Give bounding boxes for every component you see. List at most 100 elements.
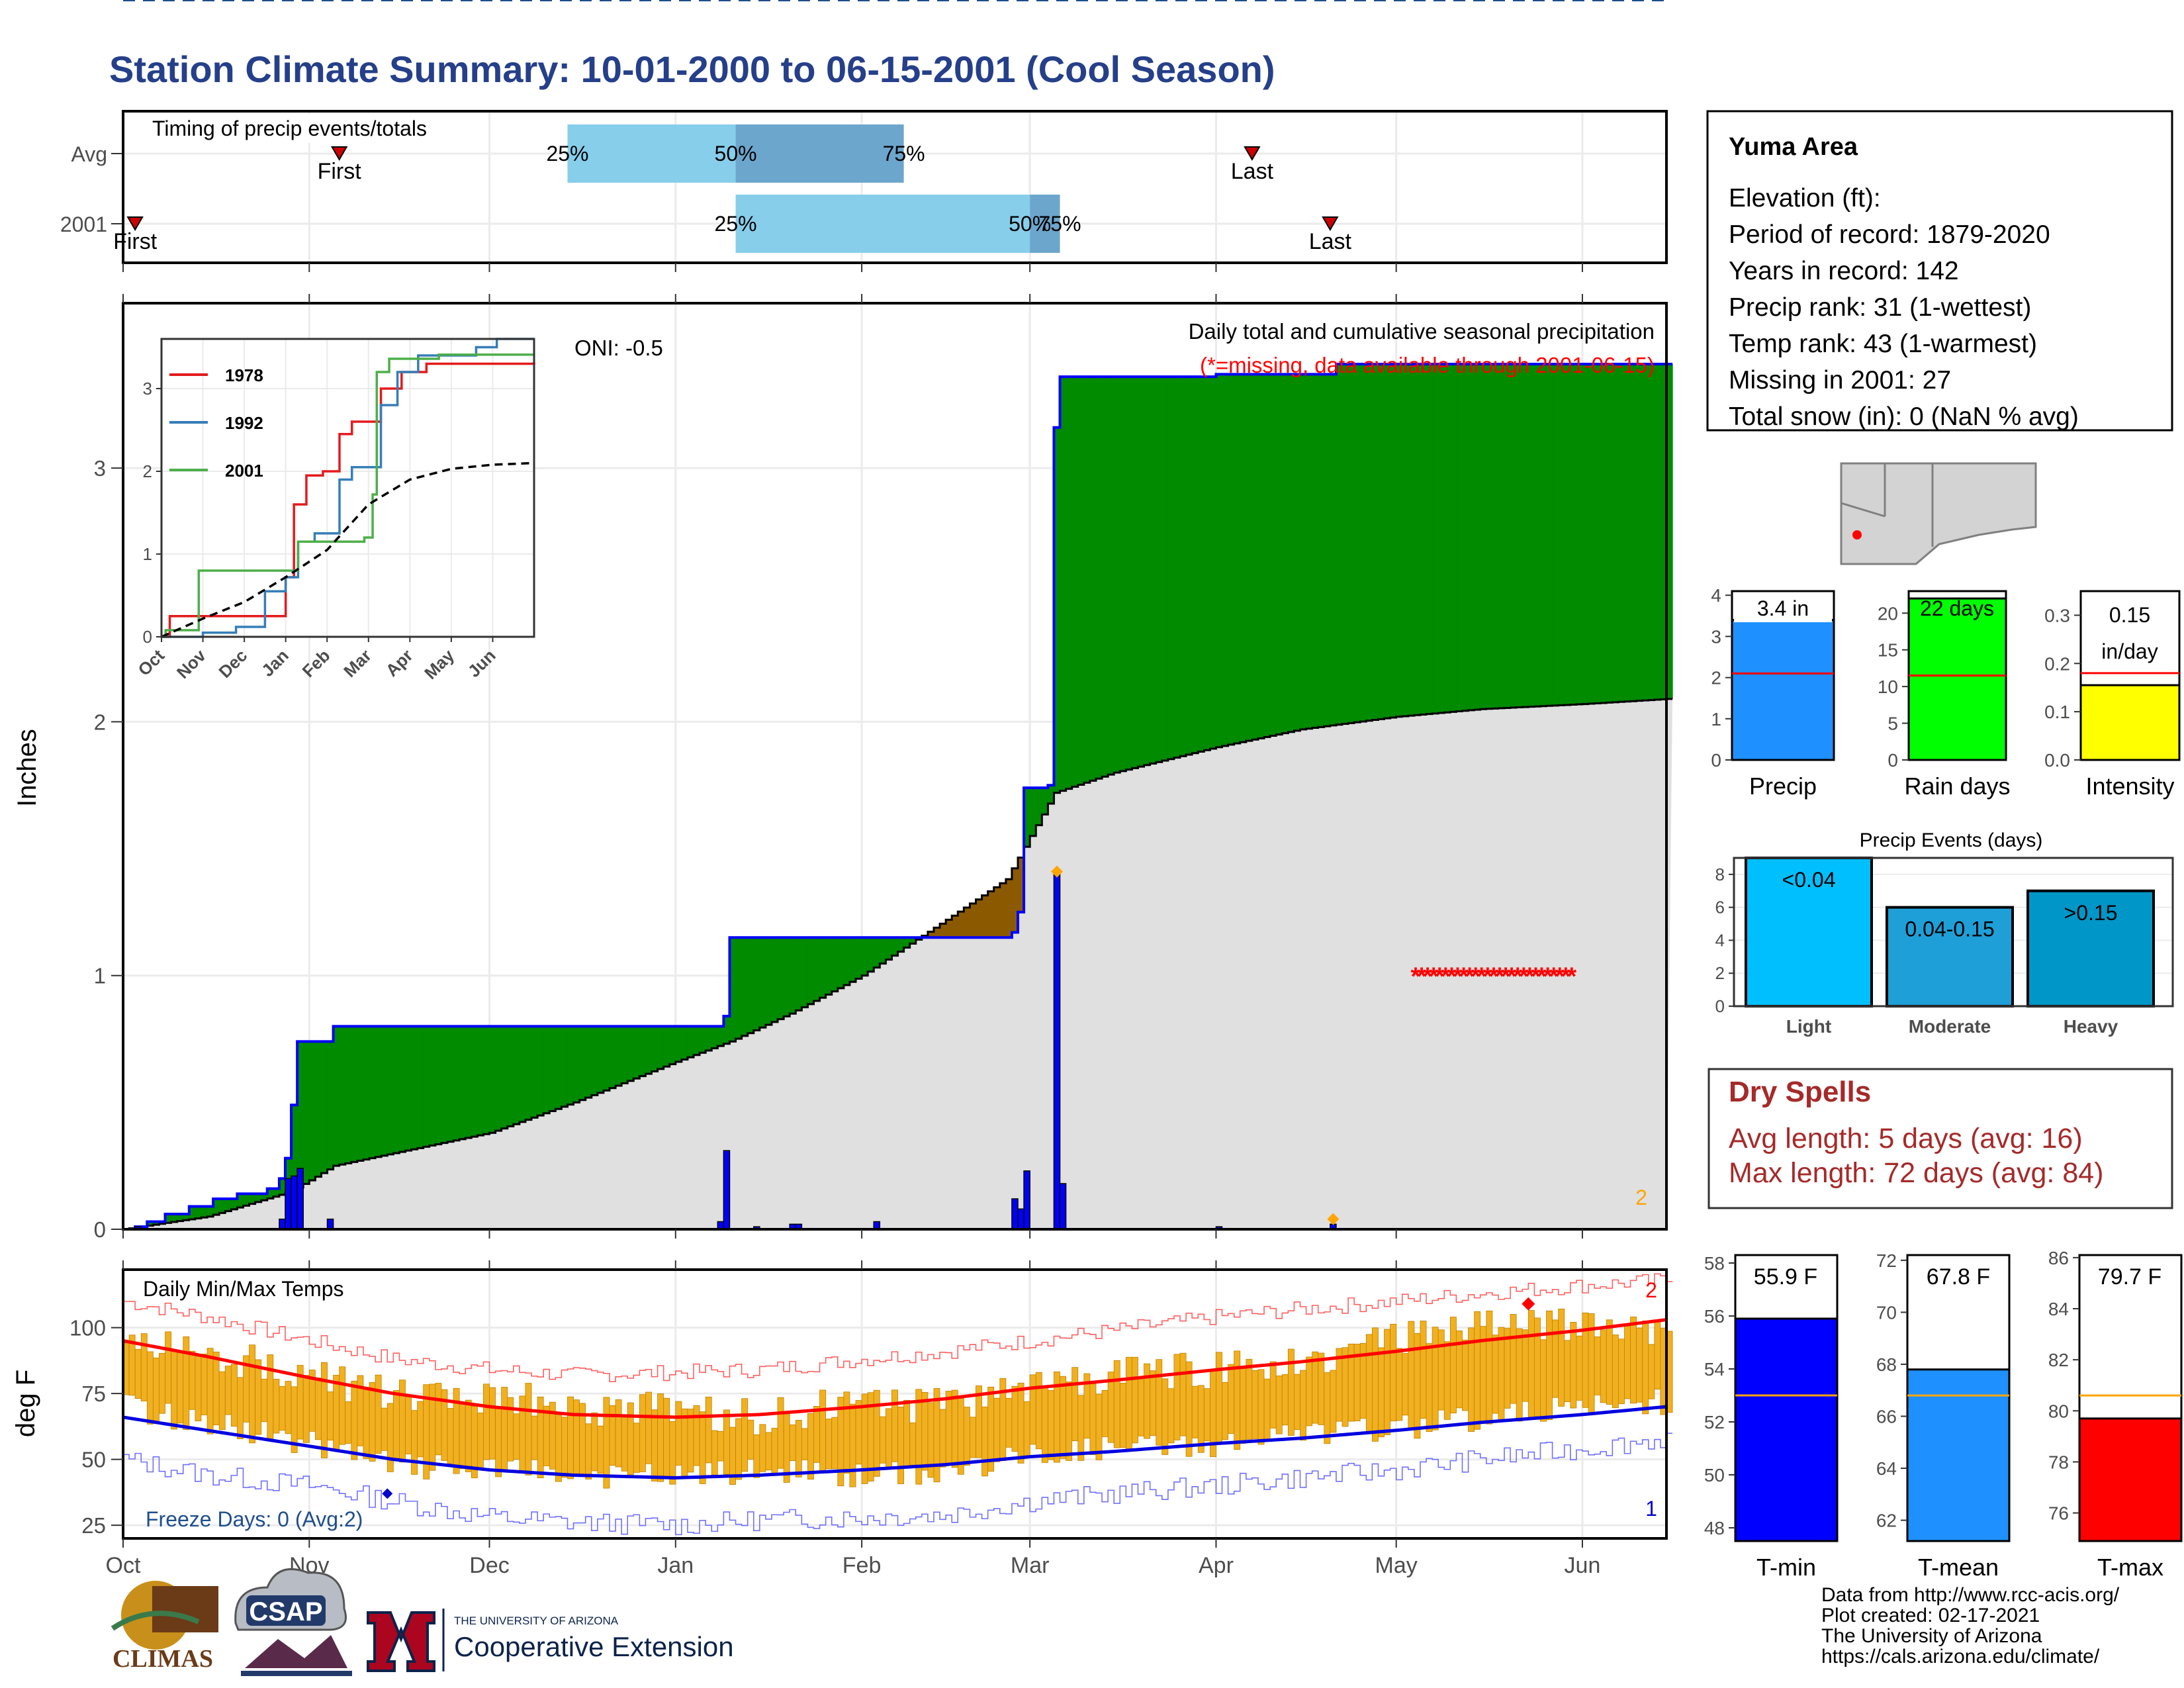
daily-temp-bar [1618,1338,1625,1404]
daily-temp-bar [189,1350,196,1410]
daily-temp-bar [976,1385,982,1458]
above-average-band [1558,363,1565,706]
above-average-band [447,1026,454,1142]
daily-temp-bar [1023,1401,1030,1456]
daily-temp-bar [903,1399,911,1468]
daily-temp-bar [1522,1329,1529,1402]
daily-temp-bar [1498,1327,1505,1421]
above-average-band [1606,363,1613,703]
intensity-unit-label: in/day [2101,639,2158,663]
missing-day-marker: * [1453,963,1463,991]
below-average-band [981,895,989,938]
daily-temp-bar [1443,1341,1451,1420]
above-average-band [1462,363,1469,711]
month-label: Oct [106,1553,141,1578]
above-average-band [567,1026,574,1105]
daily-temp-bar [339,1366,346,1445]
above-average-band [1396,363,1403,717]
daily-temp-bar [970,1417,976,1458]
above-average-band [856,937,862,979]
above-average-band [765,937,772,1025]
above-average-band [369,1026,376,1158]
missing-day-marker: * [1482,963,1492,991]
above-average-band [1552,363,1559,706]
above-average-band [543,1026,550,1113]
timing-last-label: Last [1309,229,1352,254]
record-low-count: 1 [1645,1497,1657,1521]
above-average-band [429,1026,436,1146]
daily-temp-bar [212,1351,220,1426]
average-cumulative-area [123,698,1673,1229]
daily-temp-bar [1432,1327,1439,1430]
temp-min-y-tick-label: 48 [1704,1518,1725,1538]
daily-temp-bar [777,1397,784,1469]
above-average-band [1378,363,1385,720]
daily-temp-bar [1156,1359,1163,1446]
temp-min-label: T-min [1756,1554,1816,1581]
station-info-line: Precip rank: 31 (1-wettest) [1729,293,2031,322]
above-average-band [1516,363,1523,708]
daily-temp-bar [1150,1370,1157,1436]
above-average-band [687,1026,694,1058]
missing-day-marker: * [1417,963,1427,991]
daily-temp-bar [705,1396,712,1464]
above-average-band [1210,377,1217,749]
above-average-band [549,1026,556,1111]
temp-max-y-tick-label: 82 [2048,1350,2069,1370]
timing-title: Timing of precip events/totals [152,117,427,140]
precip-total-y-tick-label: 1 [1711,709,1721,729]
daily-temp-bar [1089,1383,1097,1456]
above-average-band [1066,377,1073,789]
daily-temp-bar [753,1434,760,1478]
above-average-band [886,937,893,960]
university-a-logo [367,1611,435,1672]
above-average-band [1102,377,1109,777]
daily-temp-bar [435,1383,442,1456]
daily-precip-bar [326,1218,334,1230]
daily-temp-bar [392,1390,400,1459]
daily-temp-bar [717,1430,724,1462]
above-average-band [459,1026,466,1139]
daily-temp-bar [1636,1327,1643,1403]
tmean-value-label: 67.8 F [1927,1264,1990,1289]
above-average-band [273,1188,280,1197]
above-average-band [417,1026,424,1149]
month-label: Jun [1565,1553,1601,1578]
above-average-band [723,1016,731,1044]
daily-temp-bar [825,1419,833,1470]
rain-days-y-tick-label: 20 [1878,603,1898,624]
below-average-band [976,899,983,938]
daily-temp-bar [165,1331,171,1404]
daily-temp-bar [1173,1354,1181,1440]
above-average-band [1126,377,1133,770]
dry-spells-line: Max length: 72 days (avg: 84) [1729,1157,2103,1189]
precip-total-y-tick-label: 3 [1711,626,1721,647]
above-average-band [153,1221,160,1225]
daily-temp-bar [1035,1372,1042,1450]
above-average-band [297,1041,304,1188]
daily-temp-bar [831,1417,839,1470]
above-average-band [327,1041,334,1170]
inset-chart: 1978 1992 2001 [161,338,535,638]
month-label: Feb [842,1553,882,1578]
missing-day-marker: * [1488,963,1498,991]
daily-temp-bar [1011,1385,1019,1452]
above-average-band [225,1199,232,1211]
daily-temp-bar [657,1393,664,1482]
precip-events-title: Precip Events (days) [1860,829,2043,851]
above-average-band [1173,377,1181,758]
daily-temp-bar [585,1423,592,1479]
daily-temp-bar [1191,1385,1199,1438]
dry-spells-box [1707,1068,2173,1209]
daily-temp-bar [1624,1326,1631,1399]
above-average-band [801,937,809,1008]
above-average-band [771,937,778,1022]
daily-temp-bar [519,1395,526,1472]
above-average-band [555,1026,562,1109]
above-average-band [435,1026,442,1145]
temp-y-tick-label: 75 [81,1382,106,1406]
above-average-band [1522,363,1529,708]
above-average-band [784,937,790,1017]
precip-total-label: Precip [1749,773,1817,800]
